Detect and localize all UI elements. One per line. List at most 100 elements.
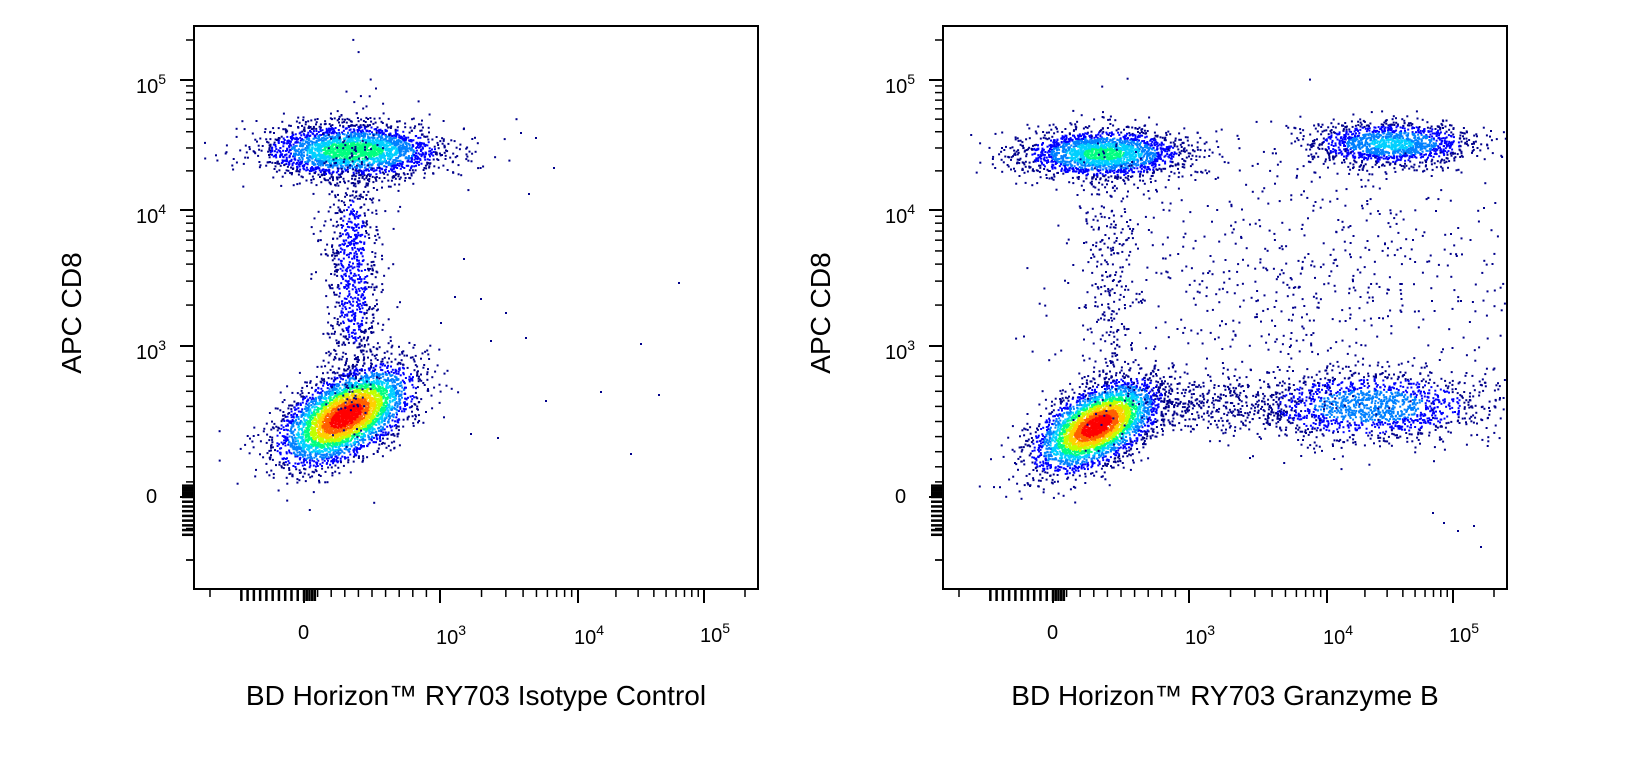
event-dot-pop-0	[370, 150, 373, 153]
event-dot-pop-0	[361, 129, 364, 132]
event-dot-pop-0	[380, 152, 383, 155]
event-dot-pop-0	[411, 146, 413, 149]
event-dot-pop-1	[270, 446, 273, 449]
event-dot-pop-0	[426, 163, 429, 166]
event-dot-pop-0	[417, 146, 420, 149]
event-dot-pop-1	[277, 489, 280, 492]
event-dot-pop-1	[314, 468, 317, 471]
event-dot-pop-1	[346, 373, 349, 376]
event-dot-pop-0	[337, 129, 340, 131]
event-dot-pop-1	[375, 400, 378, 403]
event-dot-pop-1	[354, 410, 357, 412]
event-dot-pop-1	[353, 448, 356, 451]
event-dot-pop-0	[378, 151, 381, 154]
event-dot-pop-0	[311, 169, 314, 172]
event-dot-pop-0	[324, 152, 327, 155]
event-dot-pop-0	[320, 153, 323, 156]
event-dot-pop-0	[285, 153, 288, 156]
event-dot-pop-0	[421, 146, 424, 149]
event-dot-pop-0	[444, 158, 447, 160]
event-dot-pop-0	[311, 151, 314, 154]
event-dot-pop-0	[303, 154, 305, 157]
event-dot-pop-0	[292, 161, 295, 164]
event-dot-pop-1	[341, 450, 344, 453]
event-dot-pop-1	[310, 437, 313, 440]
event-dot-pop-0	[318, 145, 321, 148]
event-dot-pop-0	[235, 127, 238, 130]
event-dot-pop-0	[282, 145, 285, 148]
event-dot-pop-1	[395, 416, 398, 419]
event-dot-pop-0	[343, 146, 346, 149]
event-dot-pop-1	[389, 415, 392, 418]
event-dot-pop-0	[444, 154, 447, 157]
event-dot-pop-0	[277, 138, 280, 141]
event-dot-pop-1	[401, 351, 404, 354]
event-dot-pop-0	[300, 175, 303, 178]
event-dot-pop-0	[327, 149, 330, 151]
event-dot-pop-0	[371, 152, 374, 155]
event-dot-pop-0	[446, 169, 449, 171]
event-dot-pop-0	[405, 142, 407, 145]
event-dot-pop-0	[345, 134, 348, 137]
event-dot-pop-0	[297, 159, 300, 162]
event-dot-pop-0	[398, 178, 401, 181]
event-dot-pop-1	[324, 481, 327, 484]
event-dot-pop-1	[373, 394, 376, 397]
event-dot-pop-0	[375, 133, 378, 136]
event-dot-pop-0	[318, 167, 321, 170]
event-dot-pop-1	[289, 445, 292, 448]
event-dot-pop-0	[422, 147, 424, 150]
event-dot-pop-1	[344, 457, 347, 460]
event-dot-pop-0	[325, 137, 328, 140]
event-dot-pop-0	[312, 163, 315, 166]
event-dot-pop-1	[417, 414, 420, 417]
event-dot-pop-1	[297, 446, 299, 449]
event-dot-pop-0	[332, 137, 335, 140]
event-dot-pop-0	[398, 162, 401, 165]
event-dot-pop-0	[308, 155, 311, 158]
event-dot-pop-0	[257, 154, 260, 157]
event-dot-pop-0	[394, 177, 397, 180]
event-dot-pop-1	[302, 395, 305, 398]
event-dot-pop-1	[381, 414, 384, 417]
event-dot-pop-1	[324, 433, 327, 436]
event-dot-pop-1	[353, 358, 356, 361]
event-dot-pop-0	[367, 156, 370, 159]
event-dot-pop-0	[282, 159, 285, 162]
event-dot-pop-0	[369, 153, 372, 155]
event-dot-pop-0	[291, 147, 294, 150]
event-dot-pop-1	[358, 422, 361, 425]
event-dot-pop-1	[304, 435, 307, 437]
event-dot-pop-0	[325, 143, 327, 145]
event-dot-pop-1	[276, 434, 279, 437]
event-dot-pop-1	[380, 409, 383, 412]
event-dot-pop-0	[385, 144, 388, 147]
event-dot-pop-0	[334, 184, 337, 187]
event-dot-pop-0	[348, 161, 351, 164]
event-dot-pop-0	[329, 125, 332, 128]
event-dot-pop-0	[392, 167, 395, 170]
event-dot-pop-0	[339, 143, 342, 146]
event-dot-pop-1	[369, 394, 372, 397]
event-dot-pop-0	[360, 153, 363, 156]
event-dot-pop-0	[359, 144, 362, 147]
event-dot-pop-0	[402, 130, 405, 133]
event-dot-pop-1	[356, 415, 359, 418]
event-dot-pop-0	[375, 157, 378, 160]
event-dot-pop-0	[373, 142, 376, 145]
event-dot-pop-0	[301, 160, 304, 163]
event-dot-pop-1	[399, 362, 402, 365]
event-dot-pop-0	[404, 151, 407, 154]
event-dot-pop-0	[404, 157, 407, 160]
event-dot-pop-1	[379, 425, 382, 428]
event-dot-pop-0	[423, 176, 426, 179]
event-dot-pop-1	[334, 372, 337, 375]
event-dot-pop-1	[309, 443, 312, 446]
event-dot-pop-0	[276, 162, 279, 165]
event-dot-pop-0	[288, 160, 291, 163]
event-dot-pop-0	[352, 182, 354, 184]
event-dot-pop-1	[363, 375, 366, 378]
event-dot-pop-1	[368, 430, 371, 433]
event-dot-pop-0	[356, 130, 359, 133]
event-dot-pop-1	[312, 443, 315, 446]
